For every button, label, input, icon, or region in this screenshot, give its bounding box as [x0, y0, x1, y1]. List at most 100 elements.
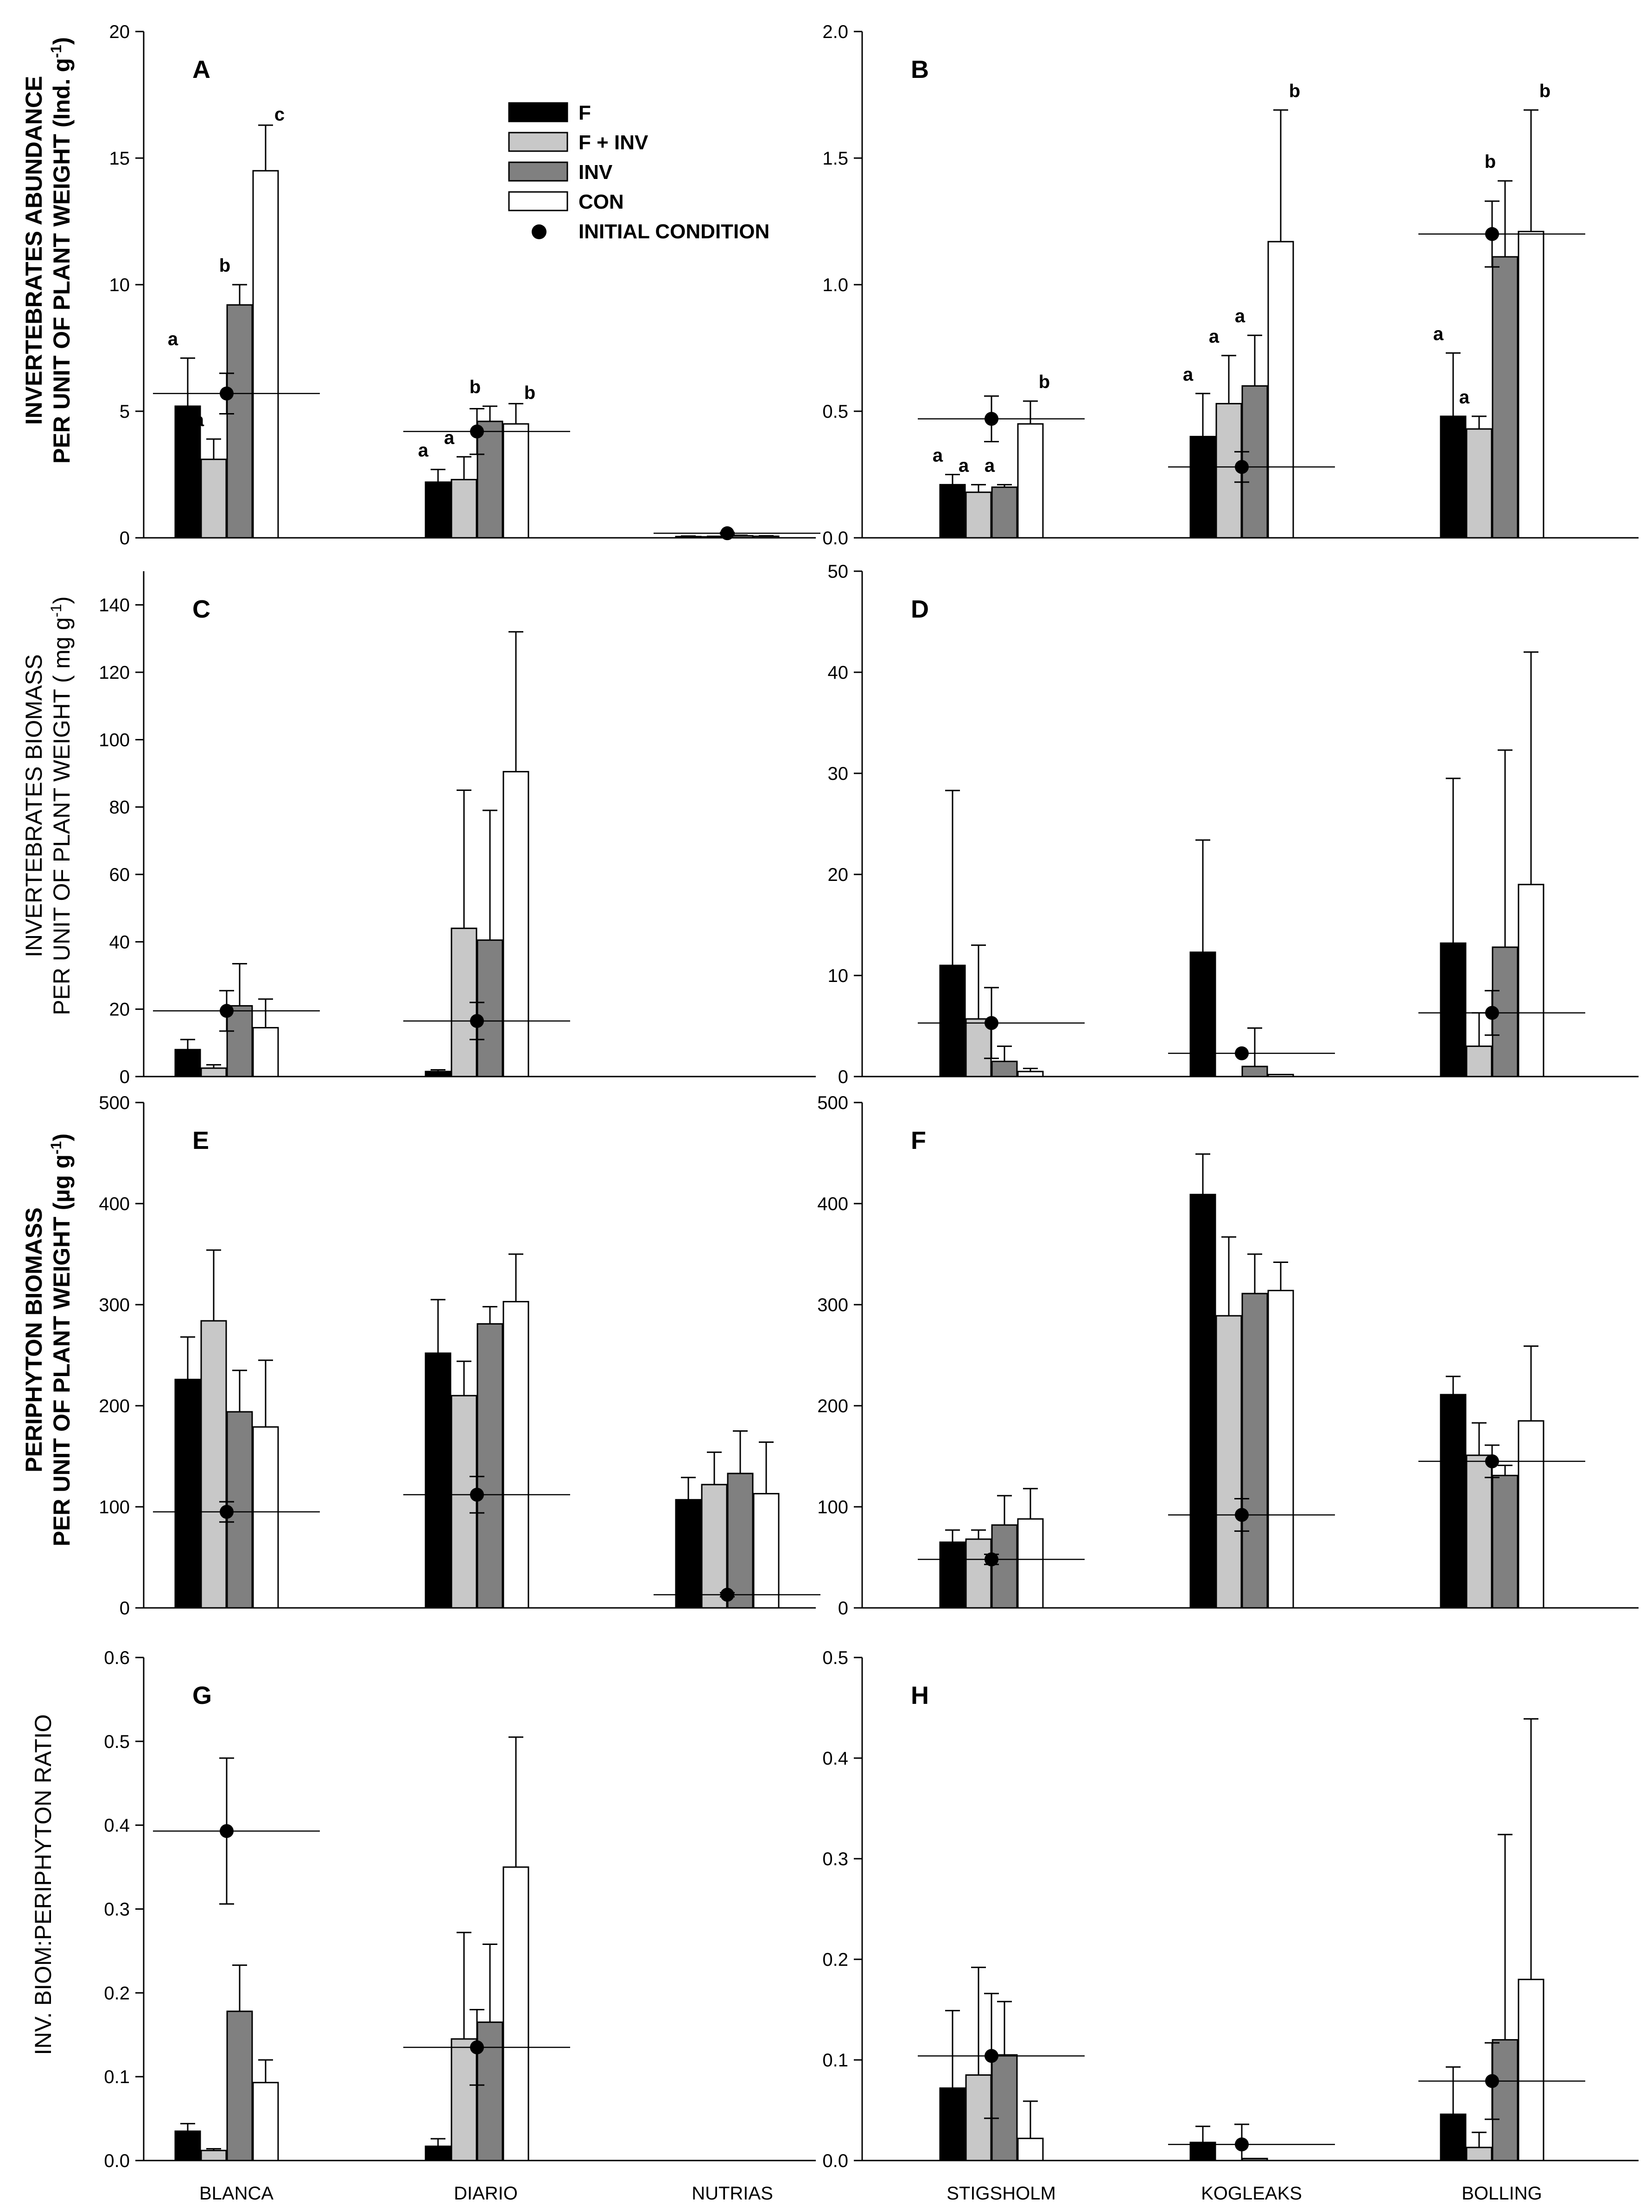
- y-tick-label: 400: [817, 1194, 848, 1214]
- bar: [939, 484, 966, 539]
- initial-condition-point: [985, 1552, 998, 1567]
- initial-condition-point: [220, 1504, 234, 1519]
- y-tick-label: 0: [838, 1598, 848, 1619]
- y-tick-label: 0.4: [822, 1748, 848, 1769]
- legend-swatch-f: [508, 102, 568, 122]
- y-tick-label: 80: [109, 797, 130, 818]
- legend-swatch-f-inv: [508, 132, 568, 152]
- bar: [477, 421, 503, 539]
- bar: [1518, 1420, 1544, 1609]
- bar: [200, 1067, 227, 1077]
- y-tick-label: 200: [99, 1396, 130, 1416]
- y-tick-label: 300: [99, 1295, 130, 1315]
- bar: [675, 535, 702, 539]
- panel-label: G: [192, 1682, 212, 1709]
- bar: [502, 1866, 529, 2161]
- bar: [1492, 256, 1519, 539]
- bar: [1267, 241, 1294, 539]
- bar: [425, 2145, 451, 2161]
- bar: [1466, 2147, 1493, 2161]
- bar: [1017, 1518, 1044, 1609]
- y-tick-label: 20: [828, 865, 849, 885]
- bar: [252, 2082, 279, 2161]
- panel-label: D: [911, 595, 929, 623]
- bar: [1518, 884, 1544, 1077]
- significance-letter: c: [274, 104, 285, 125]
- y-tick-label: 0.6: [104, 1648, 130, 1668]
- initial-condition-point: [1485, 2074, 1499, 2088]
- row-label-line2: PER UNIT OF PLANT WEIGHT ( mg g-1): [48, 596, 75, 1015]
- bar: [991, 1524, 1018, 1609]
- bar: [425, 481, 451, 539]
- significance-letter: b: [219, 255, 230, 276]
- panel-g: 0.0 0.1 0.2 0.3 0.4 0.5 0.6 G: [104, 1648, 816, 2171]
- y-tick-label: 60: [109, 865, 130, 885]
- legend-swatch-inv: [508, 161, 568, 182]
- y-tick-label: 0.4: [104, 1816, 130, 1836]
- bar: [1267, 1074, 1294, 1077]
- row-label-line1: INVERTEBRATES BIOMASS: [21, 654, 47, 957]
- bar: [502, 1300, 529, 1609]
- bar: [727, 1473, 754, 1609]
- bar: [252, 1426, 279, 1609]
- initial-condition-point: [1235, 1508, 1249, 1522]
- y-tick-label: 10: [828, 966, 849, 986]
- y-tick-label: 1.5: [822, 148, 848, 169]
- bar: [965, 1538, 992, 1609]
- row-label-abundance: INVERTEBRATES ABUNDANCE PER UNIT OF PLAN…: [21, 37, 75, 464]
- bar: [252, 1027, 279, 1077]
- bar: [174, 1378, 201, 1609]
- bar: [451, 478, 477, 539]
- y-tick-label: 0.3: [104, 1900, 130, 1920]
- significance-letter: a: [985, 455, 995, 476]
- row-label-ratio: INV. BIOM:PERIPHYTON RATIO: [30, 1714, 56, 2055]
- row-label-line1: PERIPHYTON BIOMASS: [21, 1207, 47, 1472]
- significance-letter: a: [194, 410, 204, 430]
- significance-letter: a: [168, 329, 178, 349]
- bar: [965, 491, 992, 539]
- bar: [451, 1395, 477, 1609]
- initial-condition-point: [1485, 227, 1499, 241]
- row-label-line1: INVERTEBRATES ABUNDANCE: [21, 76, 47, 425]
- x-category-kogleaks: KOGLEAKS: [1201, 2183, 1302, 2204]
- panel-label: C: [192, 595, 210, 623]
- significance-letter: a: [1209, 326, 1220, 347]
- bar: [174, 1049, 201, 1077]
- y-tick-label: 2.0: [822, 22, 848, 42]
- y-tick-label: 500: [817, 1093, 848, 1113]
- bar: [1215, 1315, 1242, 1609]
- bar: [939, 2087, 966, 2161]
- panel-d: 0 10 20 30 40 50 D: [828, 561, 1639, 1087]
- bar: [1189, 2142, 1216, 2161]
- row-label-periphyton: PERIPHYTON BIOMASS PER UNIT OF PLANT WEI…: [21, 1134, 75, 1547]
- initial-condition-point: [470, 1014, 484, 1028]
- bar: [939, 964, 966, 1077]
- bar: [1267, 1289, 1294, 1609]
- y-tick-label: 100: [99, 730, 130, 750]
- bar: [939, 1541, 966, 1609]
- row-label-biomass: INVERTEBRATES BIOMASS PER UNIT OF PLANT …: [21, 596, 75, 1015]
- initial-condition-point: [1485, 1454, 1499, 1468]
- y-tick-label: 100: [99, 1497, 130, 1517]
- bar: [753, 1493, 780, 1609]
- y-tick-label: 15: [109, 148, 130, 169]
- row-label-line2: PER UNIT OF PLANT WEIGHT (Ind. g-1): [48, 37, 75, 464]
- panel-label: B: [911, 56, 929, 83]
- panel-label: E: [192, 1127, 209, 1154]
- y-tick-label: 1.0: [822, 275, 848, 295]
- bar: [1189, 436, 1216, 539]
- panel-label: F: [911, 1127, 926, 1154]
- bar: [1440, 415, 1467, 539]
- significance-letter: a: [1235, 306, 1245, 326]
- y-tick-label: 20: [109, 1000, 130, 1020]
- initial-condition-point: [1235, 1046, 1249, 1060]
- initial-condition-point: [1235, 2137, 1249, 2152]
- row-label-line2: PER UNIT OF PLANT WEIGHT (µg g-1): [48, 1134, 75, 1547]
- initial-condition-point: [1485, 1006, 1499, 1020]
- bar: [1518, 230, 1544, 539]
- y-tick-label: 0.0: [104, 2151, 130, 2171]
- bar: [200, 1320, 227, 1609]
- bar: [1017, 1071, 1044, 1077]
- panel-f: 0 100 200 300 400 500 F: [817, 1093, 1639, 1619]
